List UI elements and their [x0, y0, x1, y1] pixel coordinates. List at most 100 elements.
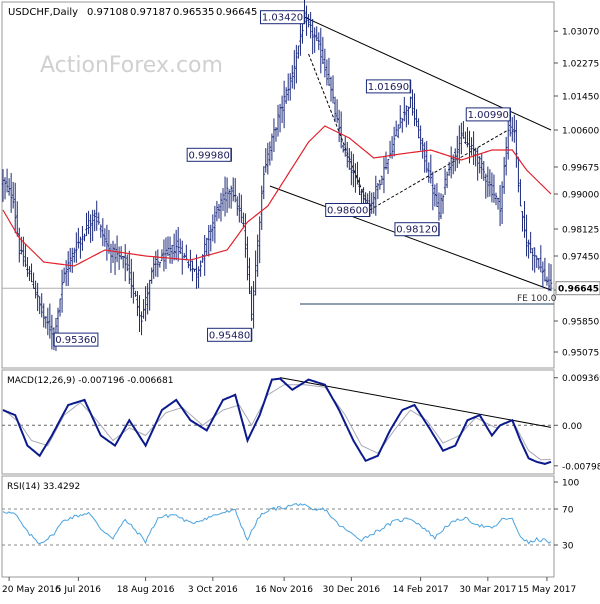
price-bar	[350, 151, 353, 186]
pivot-value: 1.01690	[368, 82, 409, 93]
price-bar	[16, 201, 19, 237]
price-bar	[89, 214, 92, 243]
price-bar	[44, 316, 47, 329]
price-bar	[397, 124, 400, 139]
price-bar	[384, 151, 388, 170]
price-bar	[521, 211, 524, 232]
price-bar	[329, 76, 333, 102]
price-bar	[266, 142, 270, 175]
price-tick-label: 0.99000	[562, 191, 599, 201]
price-bar	[242, 212, 245, 229]
price-bar	[197, 266, 200, 289]
price-bar	[225, 177, 229, 213]
price-bar	[282, 80, 286, 129]
price-tick-label: 0.97450	[562, 253, 599, 263]
pivot-value: 1.00990	[468, 110, 509, 121]
price-bar	[246, 236, 249, 281]
price-bar	[48, 303, 52, 339]
price-bar	[36, 282, 39, 312]
date-tick-label: 3 Oct 2016	[188, 585, 238, 595]
price-bar	[309, 11, 312, 39]
price-bar	[492, 174, 496, 203]
price-bar	[66, 251, 70, 286]
price-bar	[250, 286, 253, 321]
price-bar	[14, 182, 17, 234]
price-bar	[519, 179, 522, 207]
price-bar	[209, 224, 212, 252]
price-bar	[482, 161, 485, 181]
price-bar	[95, 200, 98, 231]
moving-average-line	[2, 125, 552, 267]
rsi-title: RSI(14) 33.4292	[7, 482, 80, 492]
price-bar	[401, 118, 404, 133]
price-bar	[240, 194, 243, 224]
price-bar	[335, 99, 339, 123]
price-bar	[415, 109, 418, 127]
price-bar	[146, 283, 149, 315]
price-bar	[327, 57, 331, 86]
date-tick-label: 30 Mar 2017	[459, 585, 516, 595]
price-bar	[447, 161, 451, 176]
price-bar	[311, 18, 314, 55]
price-bar	[527, 239, 530, 259]
price-bar	[541, 261, 545, 288]
price-bar	[339, 111, 343, 149]
price-bar	[280, 95, 284, 124]
price-tick-label: 1.03070	[562, 28, 599, 38]
price-series: FE 100.0 1.03420 1.01690 1.00990 0.99980 0.98…	[1, 0, 557, 352]
rsi-series	[2, 503, 554, 546]
price-bar	[244, 213, 247, 258]
price-bar	[40, 293, 43, 318]
price-bar	[439, 193, 443, 220]
price-bar	[18, 227, 21, 263]
price-bar	[449, 146, 453, 179]
price-bar	[201, 254, 204, 263]
price-bar	[69, 247, 72, 273]
pivot-label: 0.98120	[394, 222, 440, 237]
macd-tick-label: -0.007985	[562, 462, 600, 472]
price-bar	[284, 87, 288, 105]
price-bar	[79, 236, 82, 259]
date-tick-label: 5 Jul 2016	[56, 585, 101, 595]
price-bar	[162, 239, 166, 272]
date-tick-label: 15 May 2017	[518, 585, 577, 595]
price-bar	[374, 175, 378, 216]
price-bar	[115, 235, 119, 263]
price-bar	[111, 240, 115, 263]
price-bar	[26, 257, 29, 277]
price-bar	[441, 194, 445, 214]
price-tick-label: 1.01450	[562, 93, 599, 103]
price-bar	[545, 276, 549, 286]
price-bar	[392, 126, 396, 157]
price-bar	[168, 236, 172, 264]
price-bar	[254, 250, 257, 296]
price-bar	[150, 267, 153, 284]
price-bar	[462, 121, 465, 139]
price-y-axis: 0.95075 0.95850 0.97450 0.98125 0.99000 0.996…	[554, 28, 600, 359]
price-bar	[515, 119, 518, 168]
pivot-label: 0.99980	[186, 147, 232, 162]
price-bar	[248, 257, 251, 295]
price-bar	[9, 173, 13, 213]
price-tick-label: 0.95075	[562, 349, 599, 359]
price-bar	[407, 106, 410, 125]
price-bar	[437, 192, 441, 221]
macd-line	[2, 377, 552, 465]
price-bar	[101, 218, 105, 247]
pivot-label: 1.00990	[465, 107, 512, 122]
price-bar	[313, 27, 316, 53]
price-bar	[56, 307, 60, 333]
price-bar	[317, 32, 320, 51]
rsi-tick-label: 100	[562, 479, 579, 489]
price-bar	[81, 225, 84, 251]
price-bar	[199, 260, 202, 277]
last-price-box	[555, 281, 600, 296]
price-bar	[476, 147, 479, 181]
fe-100-label: FE 100.0	[517, 294, 557, 304]
price-bar	[386, 159, 390, 175]
price-bar	[62, 267, 66, 283]
price-bar	[113, 243, 117, 275]
price-bar	[99, 224, 102, 238]
price-bar	[342, 144, 345, 153]
